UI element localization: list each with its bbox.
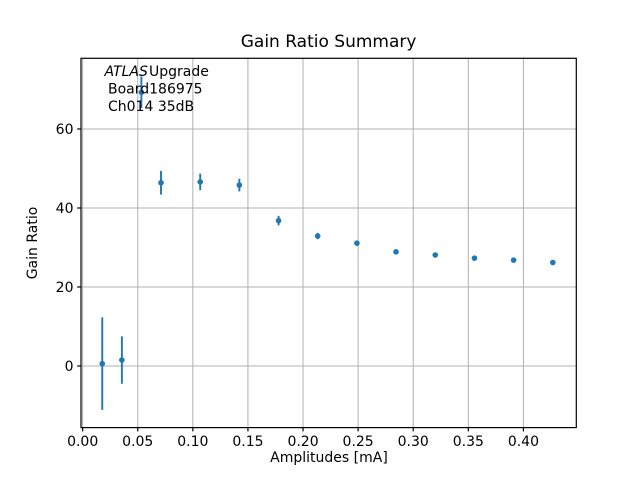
x-tick-label: 0.00 [67, 434, 98, 450]
y-axis-label: Gain Ratio [25, 207, 41, 280]
data-point [236, 182, 243, 188]
data-point [550, 259, 556, 266]
x-tick-label: 0.40 [508, 434, 539, 450]
chart-title: Gain Ratio Summary [241, 32, 417, 52]
y-tick-label: 0 [65, 359, 74, 375]
x-tick-label: 0.10 [177, 434, 208, 450]
x-tick-label: 0.20 [287, 434, 318, 450]
data-point [393, 249, 399, 255]
annotation-upgrade-label: Upgrade [149, 64, 209, 80]
tick-layer: 0.00 0.05 0.10 0.15 0.20 0.25 0.30 0.35 0.40 0 20 4… [56, 122, 539, 450]
data-point [197, 179, 204, 185]
data-point [138, 89, 145, 96]
x-tick-label: 0.35 [453, 434, 484, 450]
annotation-atlas-label: ATLAS [104, 64, 148, 80]
data-point [99, 360, 106, 367]
y-tick-label: 40 [56, 201, 74, 217]
x-axis-label: Amplitudes [mA] [270, 450, 388, 466]
data-point [314, 233, 321, 239]
spine-layer [80, 57, 577, 429]
data-point [275, 217, 282, 224]
annotation-channel-label: Ch014 35dB [108, 99, 194, 115]
y-tick-label: 60 [56, 122, 74, 138]
data-point [471, 255, 478, 261]
data-point [510, 257, 517, 263]
annotation-block: ATLAS Upgrade Board186975 Ch014 35dB [104, 64, 209, 115]
data-point [158, 179, 164, 186]
x-tick-label: 0.30 [398, 434, 429, 450]
x-tick-label: 0.05 [122, 434, 153, 450]
data-point [432, 252, 439, 258]
y-tick-label: 20 [56, 280, 74, 296]
plot-border [80, 57, 577, 429]
annotation-board-label: Board186975 [108, 82, 203, 98]
data-point [354, 240, 360, 246]
x-tick-label: 0.25 [343, 434, 374, 450]
data-point [119, 357, 125, 363]
x-tick-label: 0.15 [232, 434, 263, 450]
data-layer [99, 76, 556, 410]
